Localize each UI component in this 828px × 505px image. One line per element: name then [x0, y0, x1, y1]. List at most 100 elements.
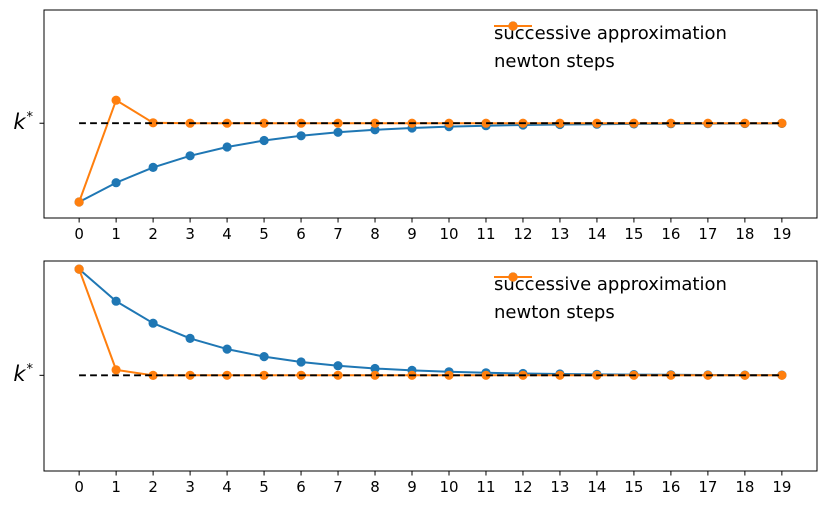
- legend-label: newton steps: [494, 51, 615, 72]
- x-tick-label: 7: [333, 225, 343, 243]
- series-marker-successive-approximation: [111, 178, 121, 188]
- x-tick-label: 11: [476, 225, 495, 243]
- x-tick-label: 8: [370, 225, 380, 243]
- kstar-superscript: *: [26, 110, 34, 126]
- x-tick-label: 19: [772, 225, 791, 243]
- series-marker-newton-steps: [555, 370, 565, 380]
- series-marker-successive-approximation: [222, 344, 232, 354]
- x-tick-label: 18: [735, 478, 754, 496]
- series-marker-newton-steps: [481, 370, 491, 380]
- x-tick-label: 17: [698, 225, 717, 243]
- legend-top: successive approximation newton steps: [494, 20, 727, 76]
- series-marker-successive-approximation: [333, 127, 343, 137]
- x-tick-label: 7: [333, 478, 343, 496]
- x-tick-label: 9: [407, 478, 417, 496]
- legend-item-newton-steps: newton steps: [494, 272, 727, 327]
- x-tick-label: 0: [74, 478, 84, 496]
- x-tick-label: 16: [661, 478, 680, 496]
- series-marker-newton-steps: [74, 264, 84, 274]
- series-marker-successive-approximation: [296, 131, 306, 141]
- x-tick-label: 1: [111, 225, 121, 243]
- series-marker-successive-approximation: [296, 357, 306, 367]
- x-tick-label: 14: [587, 225, 606, 243]
- series-marker-successive-approximation: [148, 162, 158, 172]
- series-marker-newton-steps: [666, 118, 676, 128]
- x-tick-label: 12: [513, 478, 532, 496]
- legend-item-newton-steps: newton steps: [494, 21, 727, 76]
- legend-sample-line-icon: [494, 21, 532, 31]
- series-marker-successive-approximation: [185, 333, 195, 343]
- x-tick-label: 11: [476, 478, 495, 496]
- x-tick-label: 10: [439, 225, 458, 243]
- subplot-bottom: 0 1 2 3 4 5 6 7 8 9 10 11 12 13 14 15 16 17 18 19: [39, 260, 818, 496]
- series-marker-newton-steps: [777, 370, 787, 380]
- ytick-label-kstar-bottom: k*: [2, 363, 33, 385]
- series-line-newton-steps: [78, 99, 783, 203]
- series-marker-newton-steps: [74, 197, 84, 207]
- series-marker-newton-steps: [444, 118, 454, 128]
- series-marker-successive-approximation: [111, 296, 121, 306]
- x-tick-label: 1: [111, 478, 121, 496]
- x-tick-label: 6: [296, 225, 306, 243]
- series-marker-successive-approximation: [148, 318, 158, 328]
- x-tick-label: 8: [370, 478, 380, 496]
- x-tick-label: 2: [148, 478, 158, 496]
- x-tick-label: 3: [185, 478, 195, 496]
- series-marker-newton-steps: [370, 370, 380, 380]
- axes-spines: [43, 260, 818, 472]
- legend-label: newton steps: [494, 302, 615, 323]
- series-marker-newton-steps: [481, 118, 491, 128]
- series-marker-newton-steps: [666, 370, 676, 380]
- series-marker-newton-steps: [370, 118, 380, 128]
- series-marker-newton-steps: [148, 118, 158, 128]
- legend-sample-line-icon: [494, 272, 532, 282]
- x-tick-label: 13: [550, 225, 569, 243]
- subplot-top: 0 1 2 3 4 5 6 7 8 9 10 11 12 13 14 15 16 17 18 19: [39, 9, 818, 243]
- x-tick-label: 0: [74, 225, 84, 243]
- series-marker-newton-steps: [111, 365, 121, 375]
- x-tick-label: 6: [296, 478, 306, 496]
- series-marker-successive-approximation: [222, 142, 232, 152]
- axes-spines: [43, 9, 818, 219]
- legend-label: successive approximation: [494, 274, 727, 295]
- x-tick-label: 19: [772, 478, 791, 496]
- series-marker-newton-steps: [259, 370, 269, 380]
- series-marker-newton-steps: [444, 370, 454, 380]
- series-marker-newton-steps: [777, 118, 787, 128]
- ytick-label-kstar-top: k*: [2, 111, 33, 133]
- kstar-base: k: [13, 362, 26, 387]
- x-tick-label: 5: [259, 225, 269, 243]
- x-tick-label: 18: [735, 225, 754, 243]
- kstar-base: k: [13, 110, 26, 135]
- x-tick-label: 12: [513, 225, 532, 243]
- x-tick-label: 13: [550, 478, 569, 496]
- x-tick-label: 16: [661, 225, 680, 243]
- x-tick-label: 15: [624, 225, 643, 243]
- series-marker-successive-approximation: [185, 151, 195, 161]
- series-marker-newton-steps: [111, 95, 121, 105]
- series-line-successive-approximation: [78, 122, 783, 203]
- series-marker-successive-approximation: [370, 363, 380, 374]
- legend-label: successive approximation: [494, 23, 727, 44]
- series-marker-successive-approximation: [333, 361, 343, 371]
- x-tick-label: 4: [222, 225, 232, 243]
- series-marker-newton-steps: [259, 118, 269, 128]
- legend-bottom: successive approximation newton steps: [494, 271, 727, 327]
- series-marker-newton-steps: [148, 370, 158, 380]
- x-tick-label: 4: [222, 478, 232, 496]
- x-tick-label: 17: [698, 478, 717, 496]
- series-marker-newton-steps: [555, 118, 565, 128]
- kstar-superscript: *: [26, 362, 34, 378]
- x-tick-label: 15: [624, 478, 643, 496]
- x-tick-label: 9: [407, 225, 417, 243]
- series-marker-successive-approximation: [370, 125, 380, 135]
- x-tick-label: 10: [439, 478, 458, 496]
- x-tick-label: 3: [185, 225, 195, 243]
- x-tick-label: 2: [148, 225, 158, 243]
- x-tick-label: 5: [259, 478, 269, 496]
- x-tick-label: 14: [587, 478, 606, 496]
- series-marker-successive-approximation: [259, 352, 269, 362]
- series-marker-successive-approximation: [259, 135, 269, 146]
